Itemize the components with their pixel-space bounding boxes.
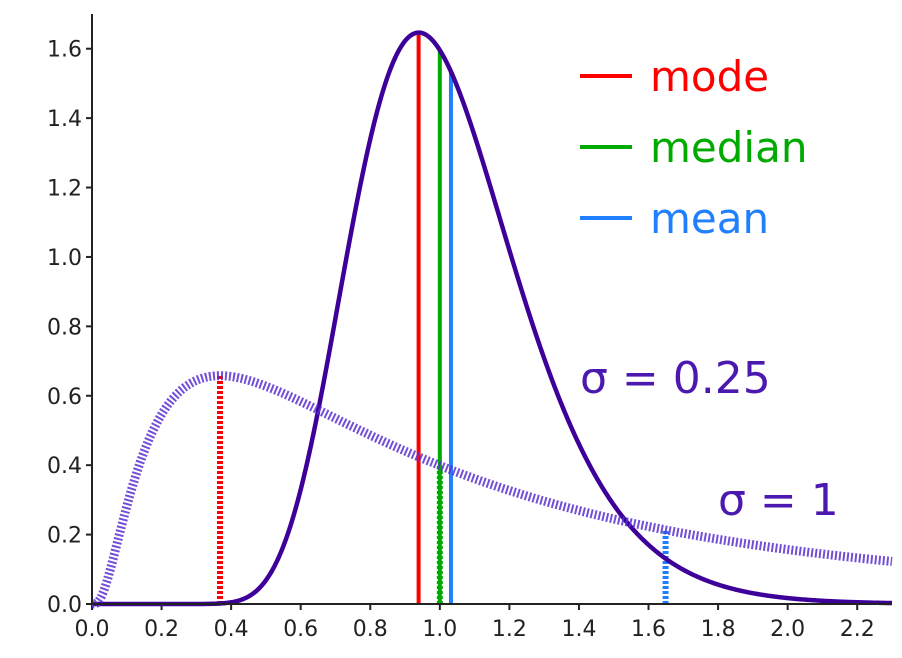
x-tick-label: 1.4 [561,617,596,642]
y-tick-label: 0.8 [47,315,82,340]
legend-label: median [650,123,807,172]
statistic-marker-lines [217,32,669,604]
x-tick-label: 1.8 [701,617,736,642]
x-tick-label: 0.6 [283,617,318,642]
y-axis-ticks: 0.0 0.2 0.4 0.6 0.8 1.0 1.2 1.4 1.6 [47,38,92,618]
y-tick-label: 1.2 [47,177,82,202]
y-tick-label: 0.6 [47,385,82,410]
x-tick-label: 1.2 [492,617,527,642]
legend: mode median mean [580,52,807,243]
x-tick-label: 2.0 [770,617,805,642]
y-tick-label: 1.6 [47,38,82,63]
x-tick-label: 2.2 [840,617,875,642]
density-curve [91,371,893,609]
y-tick-label: 1.0 [47,246,82,271]
y-tick-label: 0.0 [47,593,82,618]
x-tick-label: 1.0 [422,617,457,642]
x-tick-label: 0.8 [353,617,388,642]
x-tick-label: 0.0 [75,617,110,642]
legend-label: mean [650,194,769,243]
curve-label: σ = 0.25 [580,353,771,404]
y-tick-label: 1.4 [47,107,82,132]
x-tick-label: 0.2 [144,617,179,642]
legend-label: mode [650,52,769,101]
x-tick-label: 0.4 [214,617,249,642]
y-tick-label: 0.2 [47,524,82,549]
curve-labels: σ = 0.25 σ = 1 [580,353,839,526]
x-tick-label: 1.6 [631,617,666,642]
x-axis-ticks: 0.0 0.2 0.4 0.6 0.8 1.0 1.2 1.4 1.6 1.8 2.0 2.2 [75,604,875,642]
y-tick-label: 0.4 [47,454,82,479]
curve-label: σ = 1 [718,475,839,526]
